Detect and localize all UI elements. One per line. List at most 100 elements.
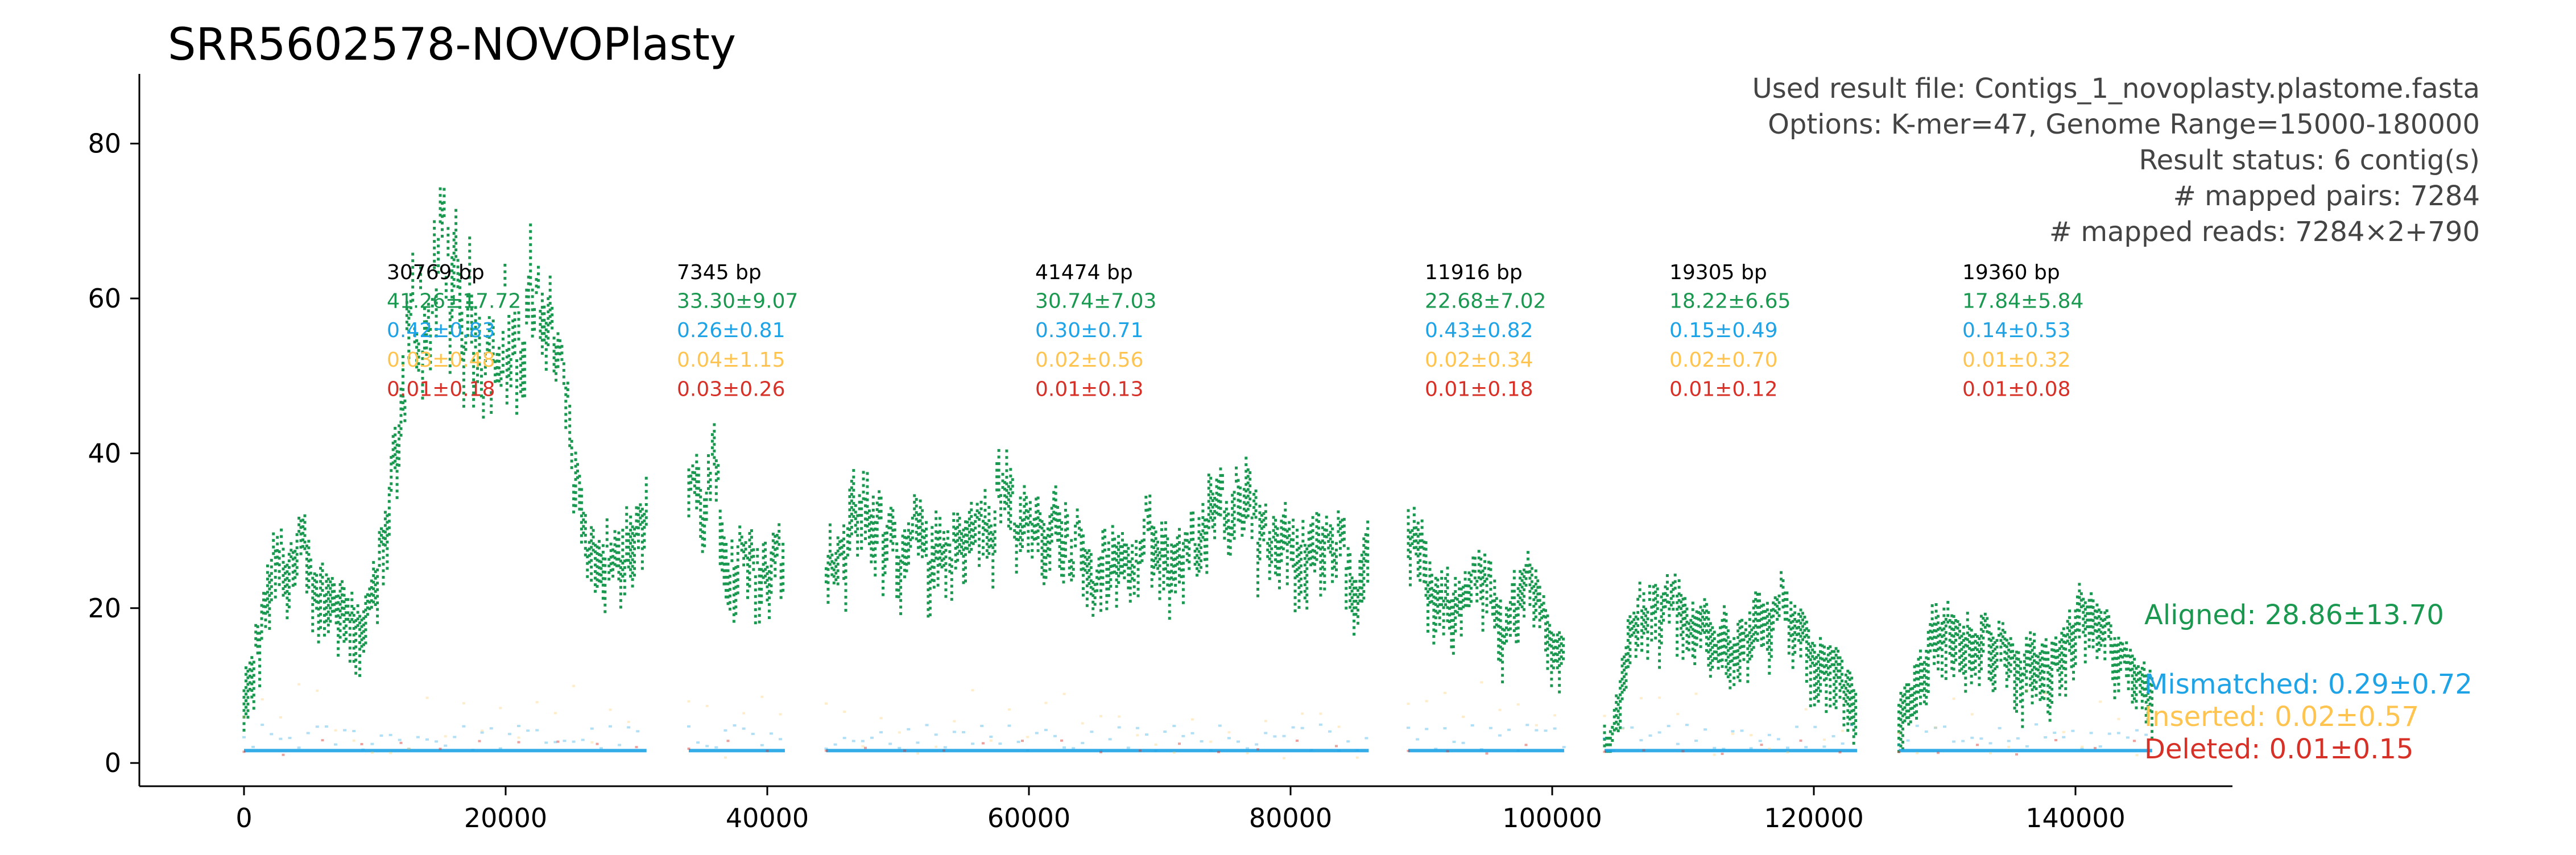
aligned-point bbox=[398, 424, 401, 428]
aligned-point bbox=[1199, 533, 1202, 536]
aligned-point bbox=[1681, 604, 1685, 607]
aligned-point bbox=[1603, 744, 1606, 748]
aligned-point bbox=[305, 577, 308, 580]
aligned-point bbox=[1188, 547, 1191, 550]
aligned-point bbox=[1319, 574, 1322, 577]
aligned-point bbox=[989, 531, 993, 534]
aligned-point bbox=[1628, 621, 1632, 625]
aligned-point bbox=[1176, 543, 1179, 546]
aligned-point bbox=[286, 563, 289, 567]
aligned-point bbox=[1254, 489, 1258, 493]
aligned-point bbox=[555, 366, 558, 369]
aligned-point bbox=[1360, 586, 1363, 590]
aligned-point bbox=[491, 339, 495, 342]
aligned-point bbox=[1345, 593, 1348, 597]
aligned-point bbox=[1254, 516, 1258, 519]
aligned-point bbox=[1491, 606, 1494, 609]
aligned-point bbox=[1917, 671, 1920, 674]
aligned-point bbox=[1807, 655, 1810, 659]
aligned-point bbox=[590, 579, 593, 582]
aligned-point bbox=[1009, 527, 1012, 530]
aligned-point bbox=[1452, 592, 1455, 596]
aligned-point bbox=[1040, 539, 1044, 543]
aligned-point bbox=[555, 352, 558, 355]
aligned-point bbox=[282, 580, 285, 584]
aligned-point bbox=[1642, 625, 1645, 628]
aligned-point bbox=[1193, 556, 1197, 559]
aligned-point bbox=[1331, 534, 1334, 537]
aligned-point bbox=[832, 562, 836, 565]
aligned-point bbox=[440, 208, 444, 211]
aligned-point bbox=[958, 549, 961, 553]
aligned-point bbox=[1013, 522, 1016, 526]
aligned-point bbox=[582, 532, 585, 535]
aligned-point bbox=[1638, 582, 1641, 585]
aligned-point bbox=[1219, 480, 1222, 484]
aligned-point bbox=[1809, 698, 1812, 701]
aligned-point bbox=[1066, 527, 1069, 530]
aligned-point bbox=[599, 567, 603, 570]
aligned-point bbox=[1358, 579, 1362, 583]
aligned-point bbox=[946, 530, 949, 533]
aligned-point bbox=[1913, 711, 1916, 715]
aligned-point bbox=[1248, 497, 1252, 501]
aligned-point bbox=[1196, 574, 1199, 577]
aligned-point bbox=[1152, 526, 1156, 530]
aligned-point bbox=[1362, 537, 1366, 541]
aligned-point bbox=[596, 558, 599, 562]
aligned-point bbox=[1452, 645, 1455, 649]
aligned-point bbox=[362, 617, 365, 620]
aligned-point bbox=[1964, 650, 1967, 654]
aligned-point bbox=[970, 508, 973, 512]
aligned-point bbox=[1109, 578, 1113, 582]
chart-title: SRR5602578-NOVOPlasty bbox=[168, 19, 736, 70]
aligned-point bbox=[901, 534, 904, 538]
aligned-point bbox=[1636, 644, 1640, 647]
aligned-point bbox=[1128, 586, 1132, 590]
aligned-point bbox=[395, 470, 399, 473]
aligned-point bbox=[1078, 533, 1081, 537]
aligned-point bbox=[547, 297, 550, 300]
aligned-point bbox=[966, 527, 969, 530]
aligned-point bbox=[576, 463, 579, 466]
aligned-point bbox=[1462, 599, 1465, 602]
aligned-point bbox=[1166, 543, 1169, 547]
aligned-point bbox=[1115, 565, 1118, 568]
aligned-point bbox=[1668, 620, 1671, 624]
aligned-point bbox=[917, 546, 920, 549]
aligned-point bbox=[1846, 709, 1850, 712]
aligned-point bbox=[1948, 625, 1951, 629]
aligned-point bbox=[1815, 655, 1818, 659]
aligned-point bbox=[1170, 583, 1173, 586]
aligned-point bbox=[631, 584, 634, 588]
aligned-point bbox=[1725, 639, 1728, 642]
aligned-point bbox=[1205, 558, 1209, 561]
aligned-point bbox=[1444, 583, 1448, 587]
aligned-point bbox=[417, 349, 420, 352]
aligned-point bbox=[1238, 493, 1242, 496]
aligned-point bbox=[399, 434, 403, 437]
aligned-point bbox=[1207, 500, 1210, 503]
aligned-point bbox=[390, 456, 393, 459]
aligned-point bbox=[1740, 632, 1743, 635]
aligned-point bbox=[244, 673, 247, 676]
aligned-point bbox=[268, 594, 271, 597]
aligned-point bbox=[1358, 573, 1362, 576]
aligned-point bbox=[1813, 657, 1816, 661]
aligned-point bbox=[248, 687, 251, 691]
aligned-point bbox=[544, 368, 548, 371]
aligned-point bbox=[1450, 599, 1453, 603]
aligned-point bbox=[1146, 508, 1150, 512]
aligned-point bbox=[1331, 547, 1334, 550]
aligned-point bbox=[989, 524, 993, 528]
aligned-point bbox=[1068, 560, 1071, 563]
aligned-point bbox=[1934, 636, 1938, 639]
aligned-point bbox=[838, 540, 842, 543]
aligned-point bbox=[935, 557, 938, 560]
aligned-point bbox=[714, 485, 718, 489]
aligned-point bbox=[329, 587, 332, 590]
aligned-point bbox=[1556, 659, 1559, 663]
aligned-point bbox=[1446, 586, 1449, 590]
aligned-point bbox=[1217, 513, 1220, 516]
aligned-point bbox=[1172, 558, 1175, 561]
